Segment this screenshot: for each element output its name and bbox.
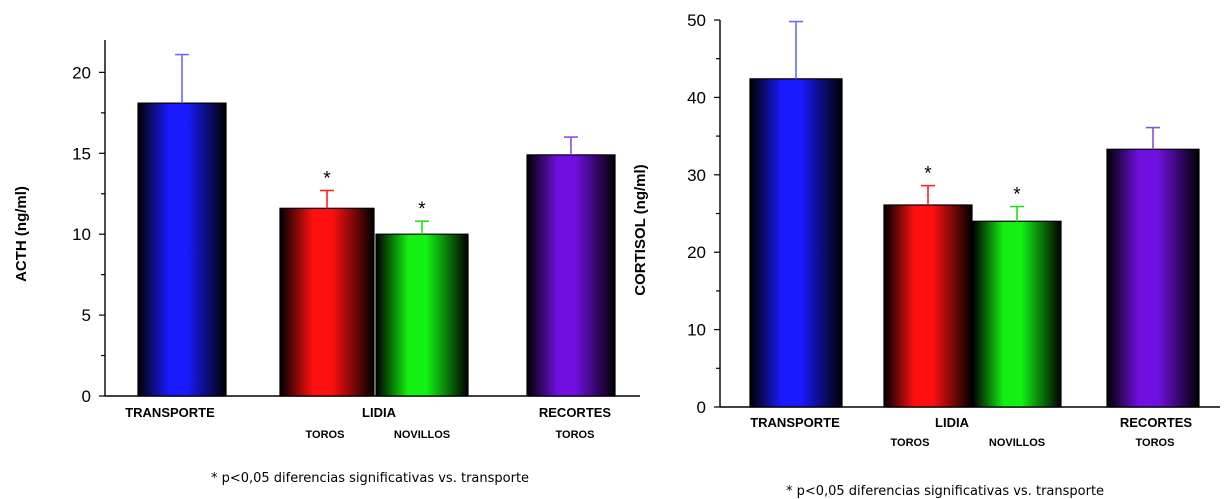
cortisol-y-tick-label: 50 <box>687 11 706 30</box>
cortisol-y-axis-label: CORTISOL (ng/ml) <box>632 164 649 295</box>
cortisol-y-tick-label: 20 <box>687 243 706 262</box>
acth-y-tick-label: 15 <box>72 144 91 163</box>
cortisol-y-tick-label: 30 <box>687 166 706 185</box>
cortisol-significance-marker-toros: * <box>924 164 932 185</box>
acth-significance-marker-novillos: * <box>418 199 426 220</box>
acth-y-tick-label: 5 <box>82 306 91 325</box>
acth-chart-panel: 0 5 10 15 20 ACTH (ng/ml) * * TRANSPORTE LIDIA REC… <box>13 40 640 486</box>
cortisol-y-tick-label: 0 <box>697 398 706 417</box>
cortisol-bar-recortes <box>1106 148 1200 408</box>
acth-bar-novillos <box>375 233 469 397</box>
acth-group-label: TRANSPORTE <box>125 405 215 420</box>
cortisol-y-tick-label: 40 <box>687 88 706 107</box>
cortisol-bar-transporte <box>749 78 843 408</box>
acth-bar-toros <box>279 207 375 397</box>
cortisol-bar-toros <box>883 204 973 408</box>
cortisol-sub-label: TOROS <box>891 437 930 449</box>
acth-bar-transporte <box>137 102 227 397</box>
cortisol-group-label: RECORTES <box>1120 415 1193 430</box>
cortisol-group-label: LIDIA <box>935 415 970 430</box>
cortisol-footnote: * p<0,05 diferencias significativas vs. … <box>786 484 1104 499</box>
acth-group-label: LIDIA <box>362 405 397 420</box>
cortisol-group-label: TRANSPORTE <box>750 415 840 430</box>
acth-significance-marker-toros: * <box>323 168 331 189</box>
acth-sub-label: TOROS <box>556 429 595 441</box>
acth-group-label: RECORTES <box>539 405 612 420</box>
cortisol-bar-novillos <box>972 220 1062 408</box>
acth-sub-label: NOVILLOS <box>394 429 450 441</box>
acth-footnote: * p<0,05 diferencias significativas vs. … <box>211 471 529 486</box>
cortisol-y-tick-label: 10 <box>687 321 706 340</box>
acth-y-tick-label: 10 <box>72 225 91 244</box>
acth-sub-label: TOROS <box>306 429 345 441</box>
cortisol-significance-marker-novillos: * <box>1013 185 1021 206</box>
cortisol-chart-panel: 0 10 20 30 40 50 CORTISOL (ng/ml) * * TRANSPORTE L… <box>632 11 1220 499</box>
acth-y-tick-label: 0 <box>82 387 91 406</box>
acth-y-axis-label: ACTH (ng/ml) <box>13 186 30 282</box>
acth-bar-recortes <box>526 154 616 397</box>
cortisol-sub-label: NOVILLOS <box>989 437 1045 449</box>
acth-y-tick-label: 20 <box>72 63 91 82</box>
cortisol-sub-label: TOROS <box>1136 437 1175 449</box>
